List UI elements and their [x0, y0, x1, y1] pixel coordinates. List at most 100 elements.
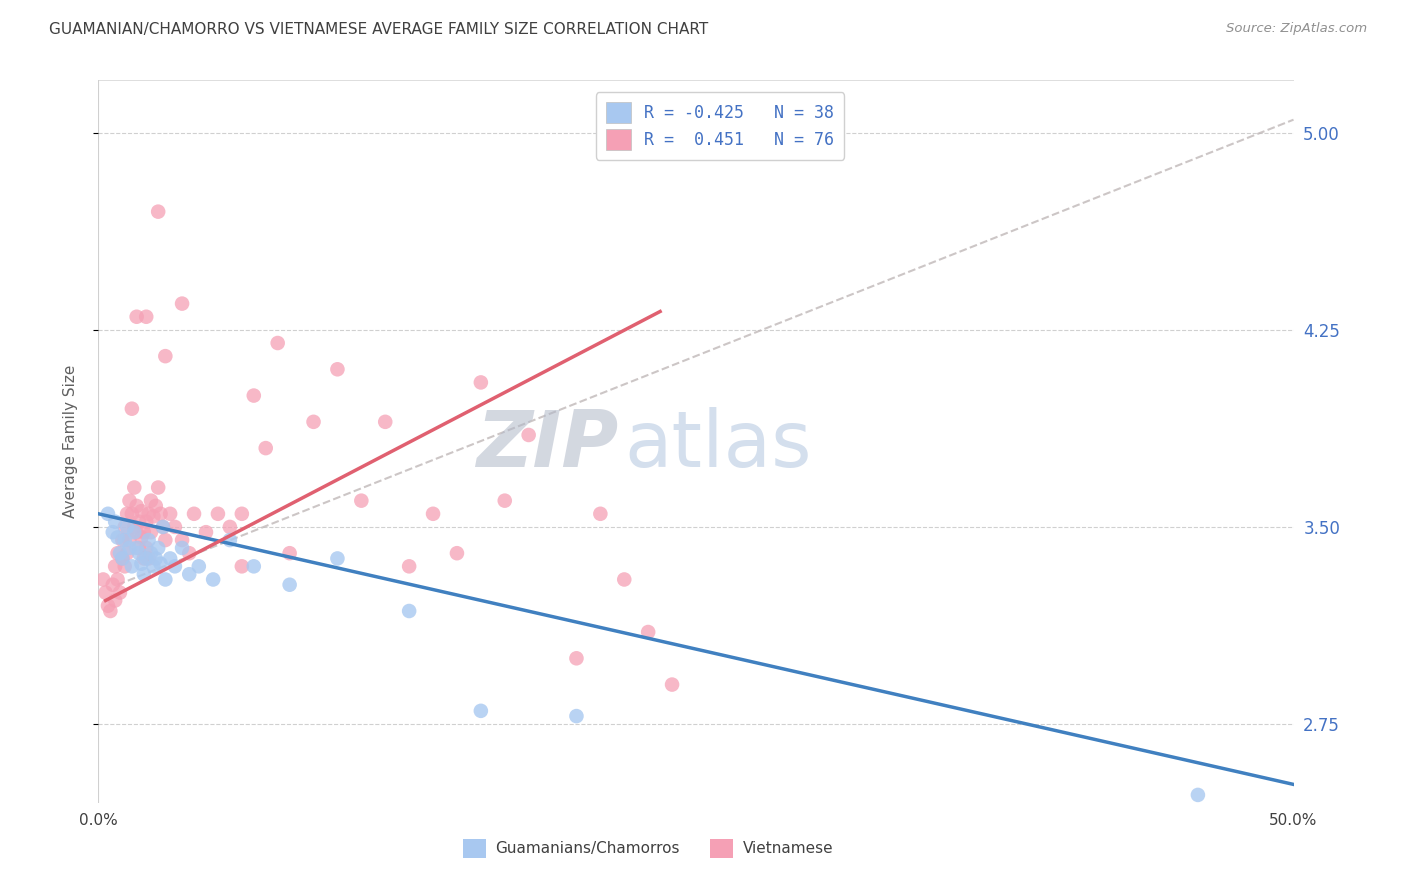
Text: GUAMANIAN/CHAMORRO VS VIETNAMESE AVERAGE FAMILY SIZE CORRELATION CHART: GUAMANIAN/CHAMORRO VS VIETNAMESE AVERAGE…: [49, 22, 709, 37]
Point: [661, 677, 683, 691]
Point: [231, 559, 253, 574]
Point: [159, 551, 181, 566]
Point: [138, 551, 160, 566]
Text: atlas: atlas: [624, 407, 811, 483]
Point: [128, 541, 150, 555]
Point: [121, 507, 143, 521]
Point: [179, 567, 201, 582]
Point: [98, 604, 122, 618]
Point: [142, 559, 165, 574]
Point: [114, 520, 136, 534]
Point: [589, 507, 612, 521]
Point: [326, 551, 349, 566]
Point: [111, 551, 134, 566]
Point: [179, 546, 201, 560]
Point: [125, 525, 148, 540]
Point: [398, 604, 420, 618]
Point: [121, 559, 143, 574]
Legend: Guamanians/Chamorros, Vietnamese: Guamanians/Chamorros, Vietnamese: [457, 833, 839, 863]
Point: [97, 599, 120, 613]
Point: [125, 310, 148, 324]
Point: [565, 709, 588, 723]
Point: [326, 362, 349, 376]
Point: [183, 507, 205, 521]
Point: [128, 515, 150, 529]
Point: [94, 585, 117, 599]
Point: [207, 507, 229, 521]
Text: ZIP: ZIP: [477, 407, 619, 483]
Point: [172, 541, 194, 555]
Point: [124, 520, 146, 534]
Point: [124, 525, 146, 540]
Point: [278, 578, 301, 592]
Point: [565, 651, 588, 665]
Y-axis label: Average Family Size: Average Family Size: [63, 365, 77, 518]
Point: [374, 415, 396, 429]
Point: [152, 520, 174, 534]
Point: [148, 204, 170, 219]
Point: [637, 625, 659, 640]
Point: [135, 515, 157, 529]
Point: [121, 401, 143, 416]
Point: [278, 546, 301, 560]
Point: [267, 336, 290, 351]
Point: [155, 533, 177, 547]
Point: [124, 481, 146, 495]
Point: [132, 567, 155, 582]
Point: [163, 559, 186, 574]
Point: [254, 441, 277, 455]
Point: [517, 428, 540, 442]
Point: [118, 541, 141, 555]
Point: [125, 541, 148, 555]
Point: [139, 546, 162, 560]
Point: [494, 493, 516, 508]
Point: [138, 507, 160, 521]
Point: [152, 520, 174, 534]
Point: [132, 551, 155, 566]
Point: [155, 573, 177, 587]
Point: [139, 525, 162, 540]
Point: [101, 525, 124, 540]
Point: [148, 541, 170, 555]
Point: [128, 546, 150, 560]
Point: [114, 533, 136, 547]
Point: [108, 546, 131, 560]
Point: [145, 499, 167, 513]
Point: [219, 533, 242, 547]
Point: [111, 533, 134, 547]
Point: [114, 559, 136, 574]
Point: [149, 507, 172, 521]
Point: [172, 533, 194, 547]
Point: [145, 551, 167, 566]
Point: [149, 557, 172, 571]
Point: [138, 533, 160, 547]
Point: [115, 520, 138, 534]
Point: [302, 415, 325, 429]
Point: [104, 593, 127, 607]
Point: [1187, 788, 1209, 802]
Point: [107, 531, 129, 545]
Point: [195, 525, 218, 540]
Point: [135, 541, 157, 555]
Point: [470, 704, 492, 718]
Point: [142, 509, 165, 524]
Point: [187, 559, 209, 574]
Point: [108, 585, 131, 599]
Point: [422, 507, 444, 521]
Point: [115, 507, 138, 521]
Text: Source: ZipAtlas.com: Source: ZipAtlas.com: [1226, 22, 1367, 36]
Point: [163, 520, 186, 534]
Point: [202, 573, 225, 587]
Point: [91, 573, 114, 587]
Point: [131, 557, 153, 571]
Point: [243, 559, 266, 574]
Point: [243, 388, 266, 402]
Point: [613, 573, 636, 587]
Point: [115, 546, 138, 560]
Point: [131, 531, 153, 545]
Point: [139, 493, 162, 508]
Point: [159, 507, 181, 521]
Point: [155, 349, 177, 363]
Point: [219, 520, 242, 534]
Point: [135, 310, 157, 324]
